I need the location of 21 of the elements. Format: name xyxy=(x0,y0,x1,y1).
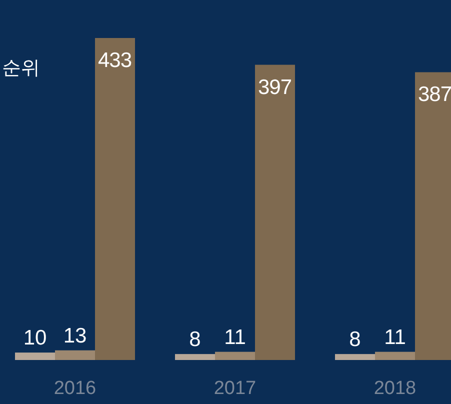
data-label: 8 xyxy=(349,328,361,352)
x-tick-label: 2018 xyxy=(374,378,416,399)
bar xyxy=(15,352,55,360)
bar xyxy=(215,352,255,360)
bar xyxy=(255,64,295,360)
bar xyxy=(55,350,95,360)
bar xyxy=(175,354,215,360)
bar xyxy=(95,38,135,360)
data-label: 11 xyxy=(384,326,406,349)
data-label: 387 xyxy=(418,83,451,106)
data-label: 397 xyxy=(258,76,292,99)
bar xyxy=(375,352,415,360)
x-tick-label: 2016 xyxy=(54,378,96,399)
data-label: 11 xyxy=(224,326,246,349)
bar xyxy=(335,354,375,360)
text: 순위 xyxy=(2,57,40,79)
data-label: 13 xyxy=(63,324,87,348)
x-tick-label: 2017 xyxy=(214,378,256,399)
data-label: 10 xyxy=(23,326,47,350)
data-label: 433 xyxy=(98,49,132,72)
data-label: 8 xyxy=(189,328,201,352)
